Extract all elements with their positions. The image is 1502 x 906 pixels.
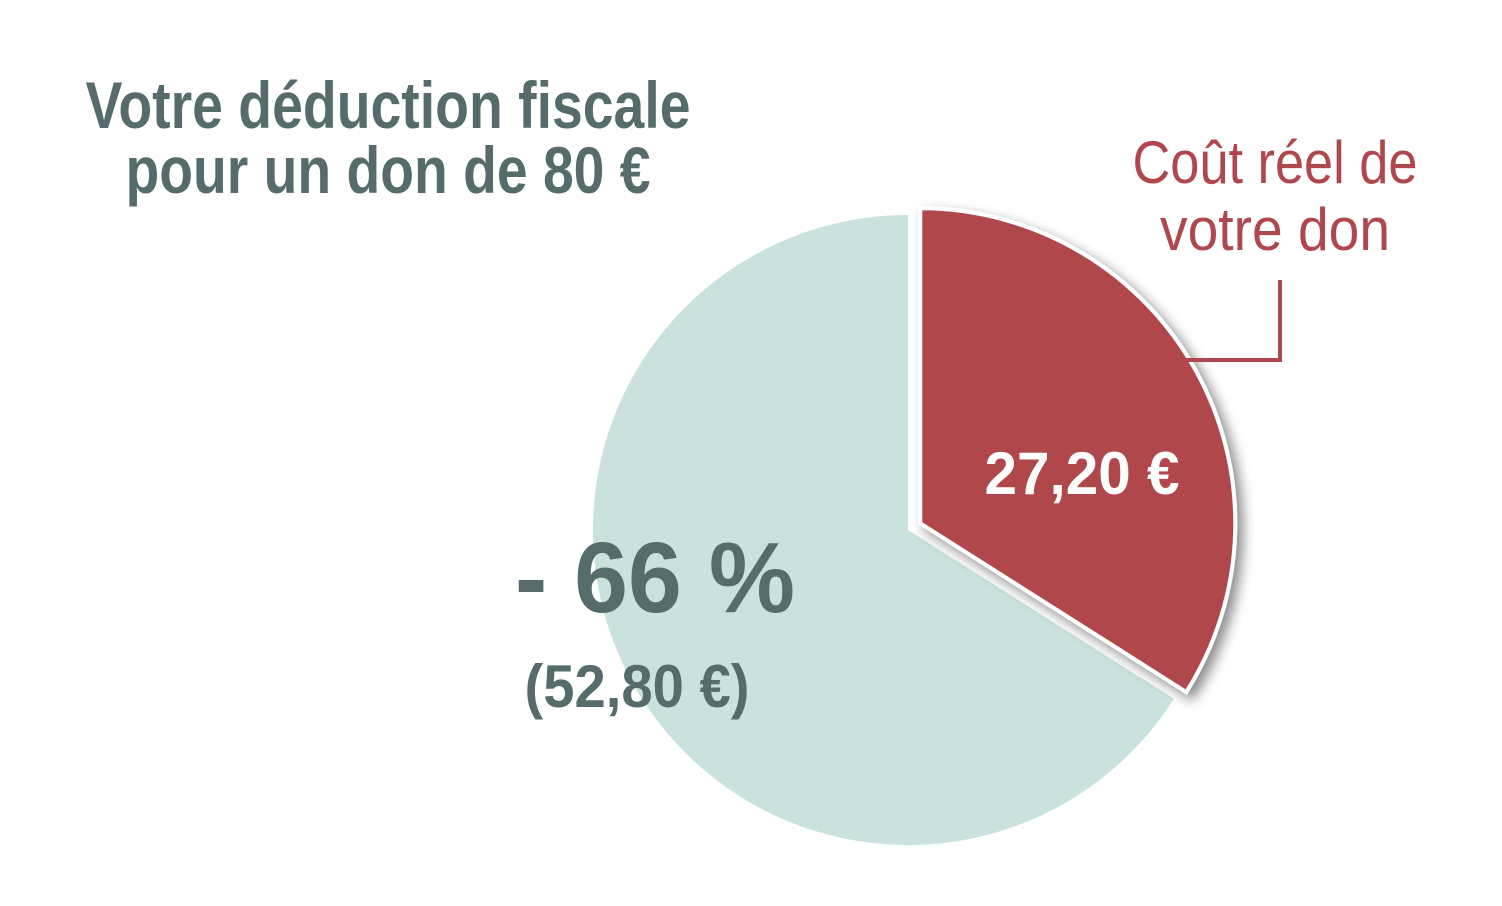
value-label: 27,20 €: [985, 440, 1180, 507]
pie: [593, 206, 1238, 845]
annotation: Coût réel de: [1133, 129, 1418, 196]
annotation: votre don: [1160, 196, 1390, 263]
pie-slice: [593, 215, 1174, 845]
value-label: (52,80 €): [525, 653, 750, 720]
pie-slice: [918, 206, 1238, 695]
percent-annotation: - 66 %: [515, 522, 795, 634]
chart-title: pour un don de 80 €: [126, 133, 651, 207]
leader-line: [1133, 280, 1282, 362]
chart-title: Votre déduction fiscale: [86, 68, 691, 142]
